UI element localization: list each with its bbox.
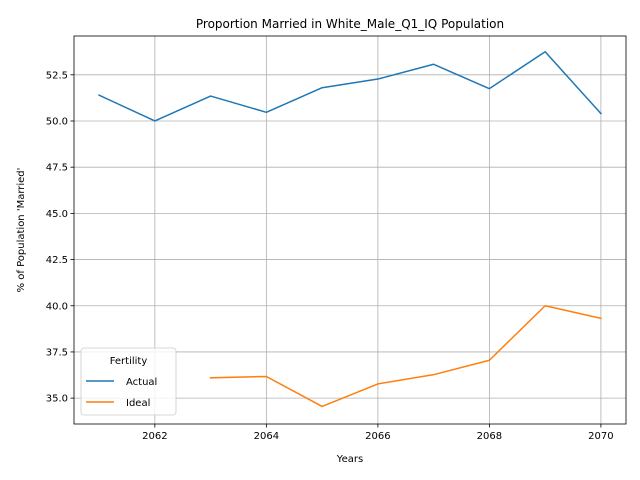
y-tick-label: 42.5 xyxy=(46,255,68,266)
series-line-actual xyxy=(98,50,602,122)
series-line-ideal xyxy=(209,305,602,408)
x-tick-label: 2062 xyxy=(142,431,167,442)
y-tick-label: 37.5 xyxy=(46,347,68,358)
legend: Fertility Actual Ideal xyxy=(80,347,177,416)
y-tick-label: 40.0 xyxy=(46,301,68,312)
x-tick-label: 2066 xyxy=(365,431,390,442)
y-tick-label: 52.5 xyxy=(46,70,68,81)
y-tick-label: 50.0 xyxy=(46,116,68,127)
x-tick-label: 2064 xyxy=(254,431,279,442)
series-lines xyxy=(98,50,602,408)
x-tick-label: 2068 xyxy=(477,431,502,442)
y-ticks: 35.0 37.5 40.0 42.5 45.0 47.5 50.0 52.5 xyxy=(46,70,74,405)
legend-label-actual: Actual xyxy=(126,377,157,388)
plot-frame xyxy=(73,35,627,425)
y-tick-label: 35.0 xyxy=(46,394,68,405)
legend-box xyxy=(80,347,177,416)
x-axis-label: Years xyxy=(336,454,363,465)
legend-title: Fertility xyxy=(110,356,148,367)
grid xyxy=(74,36,626,424)
x-tick-label: 2070 xyxy=(588,431,613,442)
legend-label-ideal: Ideal xyxy=(126,398,150,409)
chart-title: Proportion Married in White_Male_Q1_IQ P… xyxy=(196,17,504,31)
y-tick-label: 45.0 xyxy=(46,209,68,220)
y-tick-label: 47.5 xyxy=(46,163,68,174)
x-ticks: 2062 2064 2066 2068 2070 xyxy=(142,424,614,442)
y-axis-label: % of Population 'Married' xyxy=(16,168,27,293)
